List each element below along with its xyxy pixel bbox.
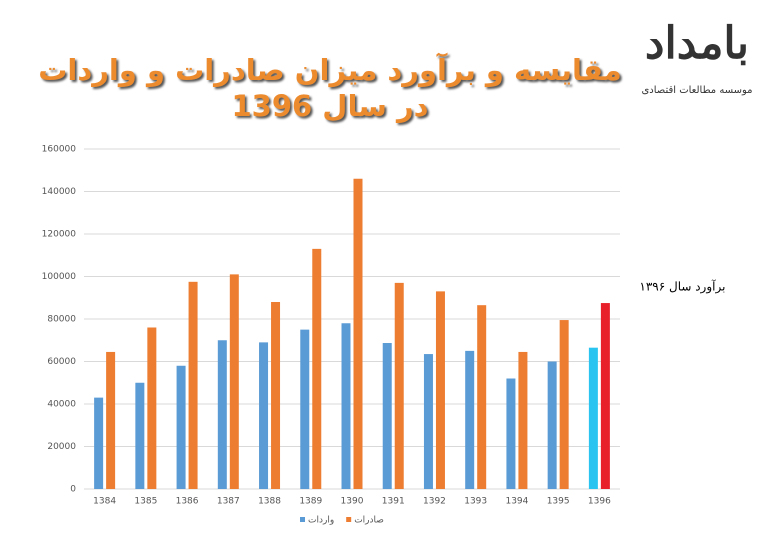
x-tick-label: 1390 <box>341 497 364 507</box>
legend-swatch <box>346 517 352 522</box>
legend-label: صادرات <box>354 516 384 526</box>
bar <box>135 382 145 489</box>
bar <box>518 351 528 489</box>
logo-subtitle: موسسه مطالعات اقتصادی <box>641 85 753 96</box>
bar <box>600 303 610 489</box>
x-tick-label: 1388 <box>258 497 281 507</box>
y-tick-label: 160000 <box>42 145 77 155</box>
bar <box>588 347 598 489</box>
y-tick-label: 20000 <box>47 442 76 452</box>
bar <box>506 378 516 489</box>
bar <box>559 320 569 489</box>
x-tick-label: 1384 <box>93 497 116 507</box>
y-tick-label: 40000 <box>47 400 76 410</box>
x-tick-label: 1394 <box>505 497 528 507</box>
bar <box>423 354 433 489</box>
x-tick-label: 1387 <box>217 497 240 507</box>
annotation: برآورد سال ۱۳۹۶ <box>639 279 725 294</box>
legend-label: واردات <box>308 516 334 526</box>
bar <box>259 342 269 489</box>
bar <box>229 274 239 489</box>
x-tick-label: 1392 <box>423 497 446 507</box>
bar <box>477 305 487 489</box>
legend-swatch <box>300 517 305 522</box>
y-tick-label: 80000 <box>47 315 76 325</box>
bar <box>353 178 363 489</box>
y-tick-label: 100000 <box>42 272 77 282</box>
bar <box>435 291 445 489</box>
bar <box>300 329 310 489</box>
bar <box>312 248 322 489</box>
x-tick-label: 1393 <box>464 497 487 507</box>
logo: بامداد موسسه مطالعات اقتصادی <box>632 18 762 96</box>
x-tick-label: 1389 <box>299 497 322 507</box>
y-tick-label: 60000 <box>47 357 76 367</box>
chart-title: مقایسه و برآورد میزان صادرات و واردات در… <box>38 53 622 123</box>
bar <box>106 351 116 489</box>
x-tick-label: 1385 <box>134 497 157 507</box>
x-tick-label: 1395 <box>547 497 570 507</box>
bar <box>94 397 104 489</box>
y-tick-label: 0 <box>70 485 76 495</box>
x-tick-label: 1391 <box>382 497 405 507</box>
y-tick-label: 120000 <box>42 230 77 240</box>
bar <box>547 361 557 489</box>
y-tick-label: 140000 <box>42 187 77 197</box>
bar <box>271 302 281 489</box>
bar <box>176 365 186 489</box>
x-tick-label: 1386 <box>176 497 199 507</box>
bar <box>188 281 198 489</box>
x-tick-label: 1396 <box>588 497 611 507</box>
bar <box>394 282 404 489</box>
bar <box>147 327 157 489</box>
logo-name: بامداد <box>644 18 750 69</box>
bar <box>217 340 227 489</box>
bar <box>465 350 475 489</box>
bar <box>382 343 392 489</box>
bar <box>341 323 351 489</box>
